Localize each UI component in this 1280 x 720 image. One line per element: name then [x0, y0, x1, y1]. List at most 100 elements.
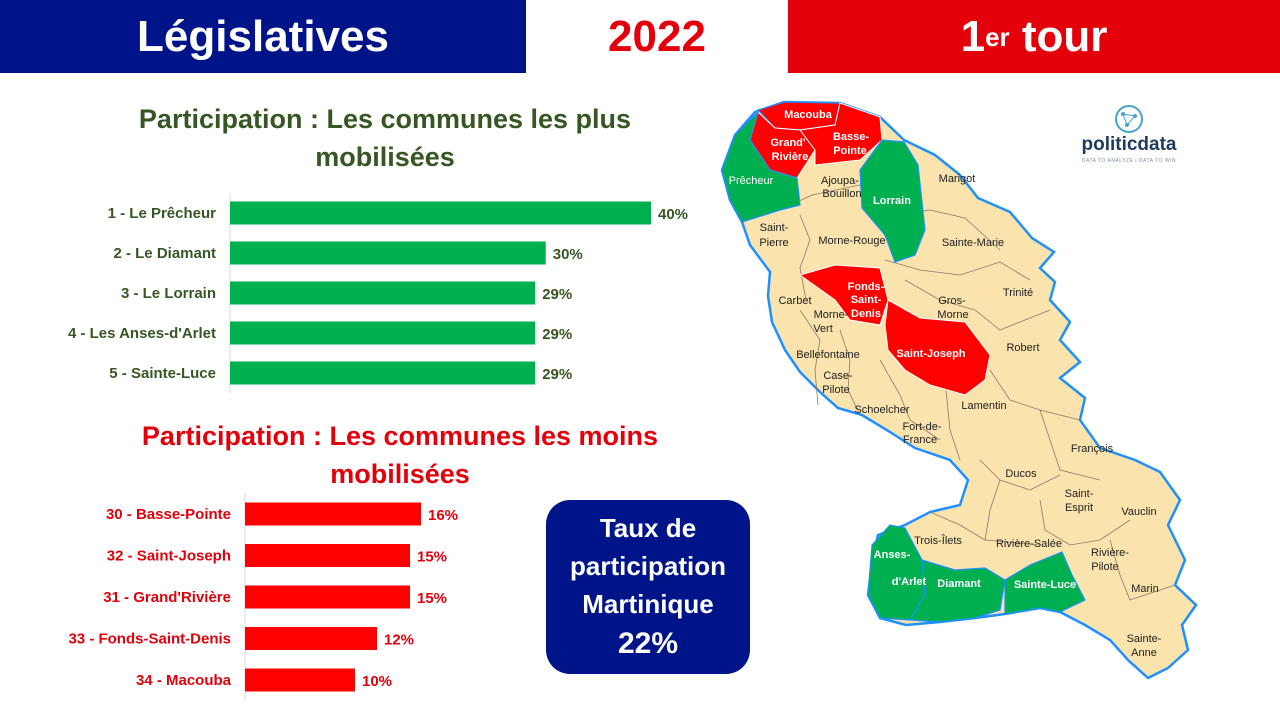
map-label-saint-pierre-2: Pierre — [759, 237, 788, 249]
map-label-macouba: Macouba — [784, 109, 833, 121]
map-label-grand-riviere-1: Grand' — [770, 137, 805, 149]
map-label-precheur: Prêcheur — [729, 175, 774, 187]
map-label-grand-riviere-2: Rivière — [772, 151, 809, 163]
map-label-saint-joseph: Saint-Joseph — [896, 348, 965, 360]
network-globe-icon — [1115, 105, 1143, 133]
header-round: 1 er tour — [788, 0, 1280, 73]
map-label-marigot: Marigot — [939, 173, 976, 185]
map-label-ajoupa-1: Ajoupa- — [821, 175, 859, 187]
top-value-label-1: 40% — [658, 206, 688, 223]
map-label-carbet: Carbet — [778, 295, 811, 307]
map-label-bellefontaine: Bellefontaine — [796, 349, 860, 361]
map-label-basse-pointe-2: Pointe — [833, 145, 867, 157]
top-category-label-4: 4 - Les Anses-d'Arlet — [68, 325, 216, 342]
top-category-label-1: 1 - Le Prêcheur — [108, 205, 217, 222]
map-label-trinite: Trinité — [1003, 287, 1033, 299]
map-label-ducos: Ducos — [1005, 468, 1037, 480]
top-bar-chart: 1 - Le Prêcheur 40% 2 - Le Diamant 30% 3 - L… — [68, 193, 688, 393]
map-label-riviere-pilote-2: Pilote — [1091, 561, 1119, 573]
header-middle-text: 2022 — [608, 11, 706, 61]
map-label-diamant: Diamant — [937, 578, 981, 590]
kpi-line2: participation — [569, 551, 726, 581]
top-category-label-5: 5 - Sainte-Luce — [109, 365, 216, 382]
bottom-bar-3 — [245, 585, 410, 609]
bottom-chart-title: Participation : Les communes les moins m… — [141, 421, 659, 489]
map-fonds-saint-denis — [798, 264, 889, 326]
bottom-value-label-5: 10% — [362, 673, 392, 690]
map-label-vauclin: Vauclin — [1121, 506, 1156, 518]
martinique-map — [720, 100, 1198, 680]
map-label-fonds-1: Fonds- — [848, 281, 885, 293]
map-label-anses-2: d'Arlet — [892, 576, 927, 588]
header-left-text: Législatives — [137, 11, 389, 61]
header-year: 2022 — [526, 0, 788, 73]
kpi-line3: Martinique — [582, 589, 714, 619]
map-precheur — [721, 109, 801, 223]
top-value-label-2: 30% — [553, 246, 583, 263]
map-label-case-pilote-1: Case- — [823, 370, 853, 382]
map-label-saint-pierre-1: Saint- — [760, 222, 789, 234]
top-bar-5 — [230, 361, 536, 385]
map-label-saint-esprit-1: Saint- — [1065, 488, 1094, 500]
map-label-fdf-2: France — [903, 434, 937, 446]
map-label-fonds-2: Saint- — [851, 294, 882, 306]
bottom-category-label-5: 34 - Macouba — [136, 672, 232, 689]
bottom-bar-chart: 30 - Basse-Pointe 16% 32 - Saint-Joseph 15%… — [68, 493, 458, 701]
kpi-line1: Taux de — [599, 513, 697, 543]
participation-kpi-box: Taux de participation Martinique 22% — [546, 500, 750, 674]
top-value-label-4: 29% — [542, 326, 572, 343]
map-label-ajoupa-2: Bouillon — [822, 188, 861, 200]
bottom-category-label-4: 33 - Fonds-Saint-Denis — [68, 631, 231, 648]
map-label-trois-ilets: Trois-Îlets — [914, 534, 962, 547]
bottom-value-label-1: 16% — [428, 507, 458, 524]
top-bar-1 — [230, 201, 651, 225]
map-labels: Macouba Grand' Rivière Basse- Pointe Prê… — [729, 109, 1162, 659]
top-category-label-3: 3 - Le Lorrain — [121, 285, 216, 302]
map-label-riviere-pilote-1: Rivière- — [1091, 547, 1129, 559]
map-label-robert: Robert — [1006, 342, 1039, 354]
bottom-category-label-3: 31 - Grand'Rivière — [103, 589, 231, 606]
bottom-bar-1 — [245, 502, 421, 526]
map-label-riviere-salee: Rivière-Salée — [996, 538, 1062, 550]
politicdata-logo: politicdata DATA TO ANALYZE | DATA TO WI… — [1074, 104, 1184, 174]
top-value-label-3: 29% — [542, 286, 572, 303]
map-label-marin: Marin — [1131, 583, 1159, 595]
top-bar-3 — [230, 281, 536, 305]
top-bar-2 — [230, 241, 546, 265]
top-chart-title: Participation : Les communes les plus mo… — [138, 104, 632, 172]
bottom-value-label-4: 12% — [384, 632, 414, 649]
map-label-gros-morne-2: Morne — [937, 309, 968, 321]
bottom-bar-2 — [245, 544, 410, 567]
bottom-category-label-1: 30 - Basse-Pointe — [106, 506, 231, 523]
map-label-anses-1: Anses- — [874, 549, 911, 561]
header-right-tail: tour — [1009, 11, 1108, 61]
map-sainte-luce — [1004, 551, 1086, 615]
map-diamant — [908, 559, 1006, 623]
map-label-fdf-1: Fort-de- — [902, 421, 941, 433]
map-label-morne-vert-2: Vert — [813, 323, 833, 335]
header-right-main: 1 — [960, 11, 986, 61]
top-value-label-5: 29% — [542, 366, 572, 383]
map-label-francois: François — [1071, 443, 1114, 455]
header-legislatives: Législatives — [0, 0, 526, 73]
map-label-sainte-anne-2: Anne — [1131, 647, 1157, 659]
map-label-lamentin: Lamentin — [961, 400, 1006, 412]
map-label-fonds-3: Denis — [851, 308, 881, 320]
bottom-bar-4 — [245, 627, 377, 650]
bottom-category-label-2: 32 - Saint-Joseph — [107, 548, 231, 565]
bottom-value-label-3: 15% — [417, 590, 447, 607]
map-label-basse-pointe-1: Basse- — [833, 131, 869, 143]
map-label-morne-rouge: Morne-Rouge — [818, 235, 885, 247]
logo-tagline: DATA TO ANALYZE | DATA TO WIN — [1081, 158, 1177, 164]
map-label-case-pilote-2: Pilote — [822, 384, 850, 396]
map-label-sainte-luce: Sainte-Luce — [1014, 579, 1076, 591]
map-label-lorrain: Lorrain — [873, 195, 911, 207]
top-category-label-2: 2 - Le Diamant — [113, 245, 216, 262]
map-saint-joseph — [884, 299, 991, 396]
map-label-schoelcher: Schoelcher — [854, 404, 909, 416]
map-label-gros-morne-1: Gros- — [938, 295, 966, 307]
map-label-sainte-anne-1: Sainte- — [1127, 633, 1162, 645]
map-label-morne-vert-1: Morne- — [814, 309, 849, 321]
map-label-saint-esprit-2: Esprit — [1065, 502, 1093, 514]
